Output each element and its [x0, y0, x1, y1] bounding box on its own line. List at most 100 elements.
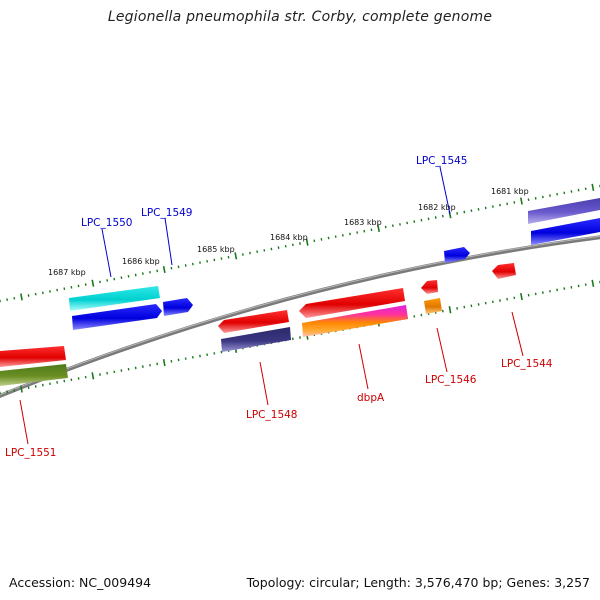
outer-minor-tick [506, 202, 509, 206]
outer-major-tick [234, 252, 238, 260]
outer-minor-tick [577, 188, 580, 192]
outer-minor-tick [491, 205, 494, 208]
leader-line-lpc-1544 [511, 311, 524, 357]
scale-label-1684: 1684 kbp [270, 233, 308, 242]
leader-line-dbpa [358, 343, 369, 390]
inner-minor-tick [491, 300, 494, 304]
outer-minor-tick [77, 284, 80, 288]
outer-minor-tick [570, 190, 573, 193]
gene-block-lpc-1545[interactable] [531, 218, 600, 245]
gene-label-dbpa[interactable]: dbpA [357, 392, 385, 404]
outer-major-tick [305, 238, 309, 246]
gene-arrow-lpc-1548[interactable] [218, 310, 289, 333]
inner-minor-tick [291, 337, 294, 341]
leader-line-lpc-1545 [439, 166, 451, 215]
outer-minor-tick [441, 214, 444, 218]
leader-line-lpc-1548 [259, 361, 269, 406]
inner-major-tick [520, 292, 523, 301]
gene-label-lpc-1549[interactable]: LPC_1549 [141, 207, 193, 219]
accession-text: Accession: NC_009494 [9, 575, 152, 590]
feature-blocks-forward [69, 198, 600, 330]
inner-minor-tick [506, 297, 509, 301]
inner-minor-tick [141, 365, 144, 368]
gene-block-lpc-1551[interactable] [0, 346, 66, 367]
gene-block-lpc-1548-navy[interactable] [221, 327, 291, 352]
outer-minor-tick [156, 269, 159, 273]
outer-minor-tick [170, 266, 173, 270]
outer-minor-tick [327, 236, 330, 240]
outer-minor-tick [370, 228, 373, 232]
scale-label-1686: 1686 kbp [122, 257, 160, 266]
feature-blocks-reverse [0, 263, 516, 386]
gene-block-lpc-1545-purple[interactable] [528, 198, 600, 224]
genome-backbone [0, 235, 600, 399]
inner-minor-tick [56, 381, 59, 384]
inner-major-tick [162, 359, 166, 367]
outer-minor-tick [227, 255, 230, 259]
genome-backbone-highlight [0, 235, 600, 396]
genome-summary-text: Topology: circular; Length: 3,576,470 bp… [246, 575, 590, 590]
inner-major-tick [91, 372, 95, 380]
gene-label-lpc-1544[interactable]: LPC_1544 [501, 358, 553, 370]
outer-minor-tick [41, 291, 44, 295]
inner-minor-tick [6, 390, 9, 394]
outer-minor-tick [177, 265, 180, 269]
outer-minor-tick [470, 209, 473, 212]
outer-tick-ring [0, 183, 600, 303]
outer-minor-tick [291, 243, 294, 247]
outer-minor-tick [270, 247, 273, 251]
gene-arrow-lpc-1544[interactable] [492, 263, 516, 279]
gene-label-lpc-1551[interactable]: LPC_1551 [5, 447, 57, 459]
inner-minor-tick [556, 288, 559, 292]
outer-minor-tick [206, 259, 209, 263]
inner-major-tick [591, 279, 595, 287]
outer-minor-tick [106, 279, 109, 282]
inner-minor-tick [41, 383, 44, 387]
inner-minor-tick [156, 362, 159, 366]
outer-major-tick [91, 279, 95, 287]
outer-minor-tick [341, 233, 344, 237]
outer-major-tick [591, 183, 595, 191]
inner-minor-tick [206, 353, 209, 357]
inner-minor-tick [441, 309, 444, 313]
gene-arrow-lpc-1549[interactable] [163, 298, 193, 316]
outer-minor-tick [556, 192, 559, 196]
scale-label-1685: 1685 kbp [197, 245, 235, 254]
gene-label-lpc-1546[interactable]: LPC_1546 [425, 374, 477, 386]
outer-minor-tick [477, 207, 480, 211]
scale-label-1687: 1687 kbp [48, 268, 86, 277]
inner-minor-tick [106, 371, 109, 375]
outer-major-tick [162, 265, 166, 274]
outer-minor-tick [456, 212, 459, 215]
scale-label-1683: 1683 kbp [344, 218, 382, 227]
gene-block-dbpa-multicolor[interactable] [302, 305, 408, 337]
gene-block-lpc-1551-olive[interactable] [0, 364, 68, 386]
leader-line-lpc-1546 [436, 327, 448, 373]
leader-line-lpc-1550 [101, 228, 112, 278]
outer-minor-tick [127, 275, 130, 278]
gene-label-lpc-1548[interactable]: LPC_1548 [246, 409, 298, 421]
gene-arrow-dbpa[interactable] [299, 288, 405, 318]
gene-arrow-lpc-1545[interactable] [444, 247, 470, 263]
outer-minor-tick [70, 285, 73, 289]
gene-label-lpc-1545[interactable]: LPC_1545 [416, 155, 468, 167]
outer-major-tick [520, 197, 523, 205]
outer-minor-tick [220, 257, 223, 260]
gene-label-lpc-1550[interactable]: LPC_1550 [81, 217, 133, 229]
gene-block-lpc-1550-cyan[interactable] [69, 286, 160, 311]
gene-block-lpc-1546-orange[interactable] [424, 298, 442, 314]
gene-arrow-lpc-1546[interactable] [421, 280, 438, 294]
map-title: Legionella pneumophila str. Corby, compl… [107, 9, 493, 25]
outer-minor-tick [27, 294, 30, 297]
outer-minor-tick [356, 231, 359, 234]
outer-minor-tick [541, 195, 544, 199]
outer-major-tick [20, 293, 23, 301]
outer-minor-tick [420, 218, 423, 222]
outer-minor-tick [120, 276, 123, 280]
outer-minor-tick [256, 250, 259, 254]
gene-arrow-lpc-1550[interactable] [72, 304, 162, 330]
leader-line-lpc-1551 [19, 399, 29, 445]
outer-minor-tick [406, 221, 409, 225]
outer-minor-tick [241, 253, 244, 256]
